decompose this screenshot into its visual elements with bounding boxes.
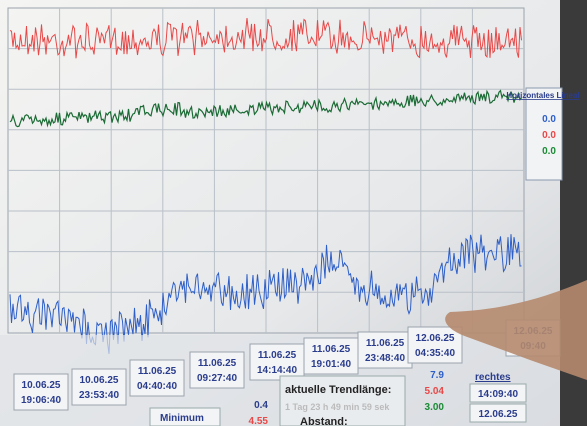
time-box [71, 368, 127, 406]
trend-box [279, 375, 406, 426]
legend-value: 0.0 [542, 130, 556, 141]
trend-value: 1 Tag 23 h 49 min 59 sek [285, 402, 390, 412]
time-box [357, 331, 413, 369]
right-time-box [469, 383, 527, 403]
time-time: 19:01:40 [311, 359, 351, 370]
legend-value: 0.0 [542, 146, 556, 157]
time-date: 10.06.25 [80, 375, 119, 386]
time-box [303, 337, 359, 375]
time-time: 09:27:40 [197, 373, 237, 384]
minimum-box [149, 407, 221, 426]
right-date-box [469, 403, 527, 423]
distance-label: Abstand: [300, 416, 348, 426]
finger [445, 280, 587, 380]
time-date: 11.06.25 [312, 344, 351, 355]
time-time: 04:35:40 [415, 348, 455, 359]
time-time: 23:53:40 [79, 390, 119, 401]
time-time: 14:14:40 [257, 365, 297, 376]
time-box [249, 343, 305, 381]
minimum-value: 0.4 [254, 400, 268, 411]
trace [9, 89, 522, 128]
time-box [407, 326, 463, 364]
right-value: 7.9 [430, 370, 444, 381]
time-date: 12.06.25 [416, 333, 455, 344]
minimum-label: Minimum [160, 413, 204, 424]
right-label: rechtes [475, 372, 511, 383]
time-date: 11.06.25 [366, 338, 405, 349]
legend-box [525, 87, 563, 181]
time-date: 11.06.25 [258, 350, 297, 361]
time-box [129, 359, 185, 397]
legend-value: 0.0 [542, 114, 556, 125]
time-box [189, 351, 245, 389]
trend-label: aktuelle Trendlänge: [285, 384, 391, 396]
time-time: 23:48:40 [365, 353, 405, 364]
right-value: 5.04 [425, 386, 445, 397]
time-box [13, 373, 69, 411]
time-date: 11.06.25 [198, 358, 237, 369]
trace [9, 17, 522, 59]
time-time: 04:40:40 [137, 381, 177, 392]
time-date: 10.06.25 [22, 380, 61, 391]
time-date: 11.06.25 [138, 366, 177, 377]
legend-title: Horizontales Lineal [506, 91, 579, 100]
right-time: 14:09:40 [478, 389, 518, 400]
time-time: 19:06:40 [21, 395, 61, 406]
right-date: 12.06.25 [479, 409, 518, 420]
minimum-value: 4.55 [249, 416, 269, 426]
right-value: 3.00 [425, 402, 445, 413]
